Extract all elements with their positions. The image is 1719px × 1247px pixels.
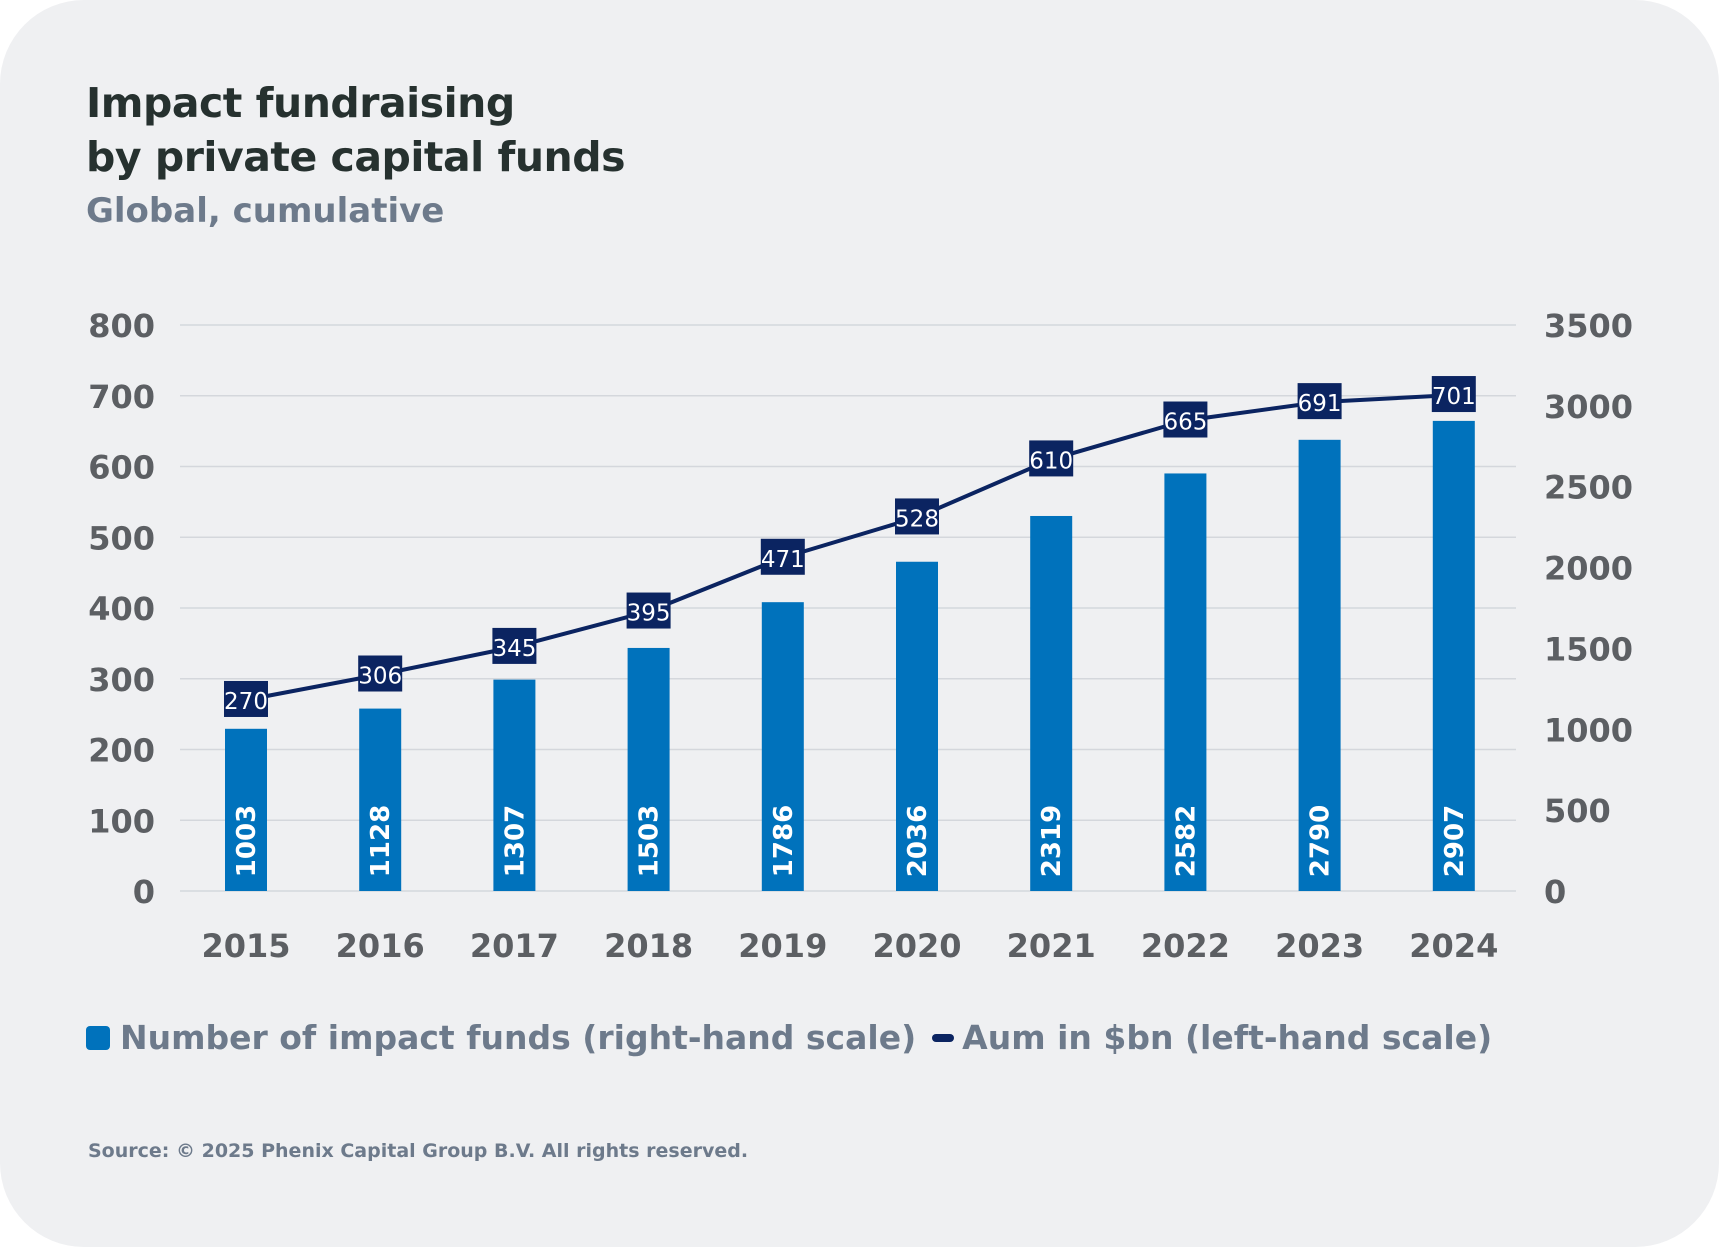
left-axis-tick-label: 700 (88, 378, 155, 416)
right-axis-tick-label: 500 (1544, 792, 1611, 830)
right-axis-tick-label: 3500 (1544, 307, 1633, 345)
bar-value-label: 1003 (232, 805, 262, 877)
bar (1164, 473, 1207, 891)
legend-line-swatch (932, 1033, 955, 1042)
line-point-marker (760, 538, 805, 575)
line-value-label: 306 (358, 664, 402, 690)
bar-value-label: 1503 (635, 805, 665, 877)
bar (627, 647, 670, 891)
legend-bar-swatch (86, 1025, 110, 1050)
line-point-marker (895, 498, 939, 535)
title-line-1: Impact fundraising (86, 79, 515, 127)
legend: Number of impact funds (right-hand scale… (86, 1018, 1492, 1057)
source-note: Source: © 2025 Phenix Capital Group B.V.… (88, 1140, 749, 1162)
aum-line (245, 393, 1454, 702)
left-axis-tick-label: 100 (88, 802, 155, 840)
line-value-label: 691 (1298, 391, 1342, 417)
legend-line-label: Aum in $bn (left-hand scale) (962, 1018, 1493, 1057)
line-value-label: 665 (1163, 410, 1207, 436)
x-axis-tick-label: 2016 (336, 927, 425, 965)
line-value-label: 395 (627, 601, 671, 627)
bar (1432, 420, 1475, 891)
x-axis-tick-label: 2018 (604, 927, 693, 965)
line-value-label: 610 (1029, 448, 1073, 474)
line-value-label: 471 (761, 547, 805, 573)
x-axis-tick-label: 2020 (872, 927, 961, 965)
line-value-label: 701 (1432, 384, 1476, 410)
x-axis-tick-label: 2017 (470, 927, 559, 965)
bar (896, 561, 938, 891)
line-point-marker (1431, 376, 1476, 413)
chart-title: Impact fundraising by private capital fu… (86, 76, 625, 184)
left-axis-tick-label: 300 (88, 661, 155, 699)
bar-value-label: 2790 (1306, 805, 1336, 877)
line-point-marker (626, 592, 671, 629)
chart-subtitle: Global, cumulative (86, 191, 445, 231)
bar-value-label: 2036 (903, 805, 933, 877)
line-point-marker (1297, 383, 1342, 420)
left-axis-tick-label: 800 (88, 307, 155, 345)
bar-value-label: 1307 (500, 805, 530, 877)
line-point-marker (1163, 401, 1208, 438)
bar (493, 679, 536, 891)
left-axis-tick-label: 200 (88, 732, 155, 770)
left-axis-tick-label: 0 (133, 873, 155, 911)
right-axis-tick-label: 2000 (1544, 550, 1633, 588)
left-axis-tick-label: 600 (88, 449, 155, 487)
line-value-label: 270 (224, 689, 268, 715)
right-axis-tick-label: 2500 (1544, 469, 1633, 507)
x-axis-tick-label: 2024 (1409, 927, 1498, 965)
legend-bar-label: Number of impact funds (right-hand scale… (120, 1018, 917, 1057)
bar (761, 602, 804, 891)
bar (1030, 515, 1073, 891)
x-axis-tick-label: 2022 (1141, 927, 1230, 965)
bar-value-label: 1786 (769, 805, 799, 877)
line-point-marker (224, 680, 268, 717)
line-point-marker (492, 627, 537, 664)
line-value-label: 528 (895, 506, 939, 532)
left-axis-tick-label: 500 (88, 519, 155, 557)
right-axis-tick-label: 0 (1544, 873, 1566, 911)
line-point-marker (1029, 440, 1074, 477)
x-axis-tick-label: 2023 (1275, 927, 1364, 965)
bar-value-label: 2582 (1171, 805, 1201, 877)
bar (225, 728, 267, 891)
left-axis-tick-label: 400 (88, 590, 155, 628)
x-axis-tick-label: 2015 (201, 927, 290, 965)
right-axis-tick-label: 3000 (1544, 388, 1633, 426)
bar (1298, 439, 1341, 891)
title-line-2: by private capital funds (86, 133, 625, 181)
bar-value-label: 2907 (1440, 805, 1470, 877)
right-axis-tick-label: 1000 (1544, 711, 1633, 749)
line-value-label: 345 (492, 636, 536, 662)
bar (359, 708, 402, 891)
x-axis-tick-label: 2019 (738, 927, 827, 965)
bar-value-label: 1128 (366, 805, 396, 877)
right-axis-tick-label: 1500 (1544, 630, 1633, 668)
x-axis-tick-label: 2021 (1007, 927, 1096, 965)
line-point-marker (358, 655, 403, 692)
bar-value-label: 2319 (1037, 805, 1067, 877)
